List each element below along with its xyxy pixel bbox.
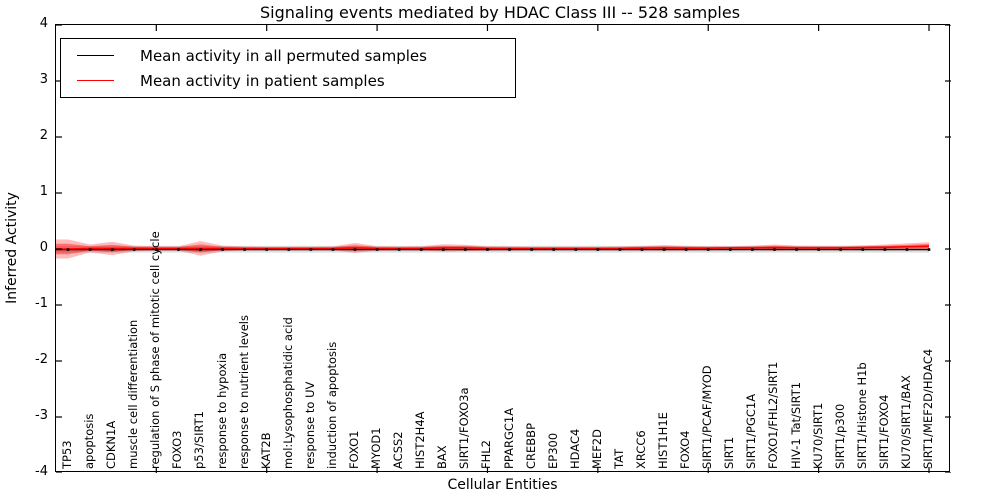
x-tick-label: SIRT1	[722, 436, 737, 469]
x-tick-label: SIRT1/p300	[832, 403, 847, 469]
x-tick-label: PPARGC1A	[501, 407, 516, 469]
x-tick-label: SIRT1/FOXO4	[876, 394, 891, 469]
y-tick-label: 4	[39, 16, 48, 31]
x-tick-label: SIRT1/MEF2D/HDAC4	[921, 348, 935, 469]
x-tick-label: FHL2	[479, 440, 494, 469]
x-tick-label: muscle cell differentiation	[126, 319, 141, 469]
x-tick-label: CDKN1A	[104, 420, 119, 469]
legend: Mean activity in all permuted samples Me…	[60, 38, 516, 98]
legend-item-patient: Mean activity in patient samples	[71, 68, 505, 93]
black-line-swatch	[77, 55, 114, 56]
x-tick-label: ACSS2	[391, 431, 406, 469]
x-tick-label: FOXO4	[678, 430, 693, 469]
y-tick-label: 3	[39, 72, 48, 87]
x-tick-label: KU70/SIRT1/BAX	[898, 375, 913, 469]
x-tick-label: FOXO1/FHL2/SIRT1	[766, 361, 781, 469]
x-tick-label: SIRT1/FOXO3a	[457, 387, 472, 469]
x-tick-label: FOXO3	[170, 430, 185, 469]
x-tick-label: EP300	[545, 432, 560, 469]
x-tick-label: XRCC6	[634, 430, 648, 469]
x-tick-label: HDAC4	[567, 428, 582, 469]
x-tick-label: apoptosis	[82, 413, 97, 469]
y-tick-label: 2	[39, 128, 48, 143]
x-tick-label: CREBBP	[523, 423, 538, 469]
x-tick-label: regulation of S phase of mitotic cell cy…	[148, 231, 163, 469]
x-tick-label: MYOD1	[369, 427, 384, 469]
plot-area	[55, 24, 951, 473]
legend-label: Mean activity in all permuted samples	[140, 46, 427, 65]
x-tick-label: response to UV	[302, 381, 317, 469]
x-tick-label: induction of apoptosis	[324, 341, 339, 469]
x-tick-label: BAX	[435, 445, 450, 469]
x-tick-label: SIRT1/PGC1A	[744, 393, 759, 469]
y-tick-label: -2	[35, 352, 48, 367]
legend-item-permuted: Mean activity in all permuted samples	[71, 43, 505, 68]
y-tick-label: -4	[35, 464, 48, 479]
legend-label: Mean activity in patient samples	[140, 71, 385, 90]
x-tick-label: HIV-1 Tat/SIRT1	[788, 381, 803, 469]
y-tick-label: -1	[35, 296, 48, 311]
y-tick-label: 1	[39, 184, 48, 199]
x-tick-label: response to hypoxia	[214, 352, 229, 469]
chart-title: Signaling events mediated by HDAC Class …	[259, 3, 741, 22]
x-tick-label: FOXO1	[347, 430, 361, 469]
x-tick-label: p53/SIRT1	[192, 411, 207, 469]
x-tick-label: TP53	[60, 440, 74, 469]
x-tick-label: KU70/SIRT1	[810, 402, 825, 469]
x-tick-label: HIST1H1E	[656, 412, 671, 469]
red-line-swatch	[77, 80, 114, 81]
x-tick-label: mol:Lysophosphatidic acid	[280, 317, 295, 469]
x-tick-label: SIRT1/Histone H1b	[854, 362, 869, 469]
y-tick-label: 0	[39, 240, 48, 255]
y-tick-label: -3	[35, 408, 48, 423]
x-tick-label: TAT	[611, 448, 626, 469]
x-tick-label: SIRT1/PCAF/MYOD	[700, 365, 715, 469]
x-tick-label: HIST2H4A	[413, 411, 428, 469]
x-axis-label: Cellular Entities	[447, 477, 558, 493]
x-tick-label: MEF2D	[589, 429, 604, 469]
x-tick-label: response to nutrient levels	[236, 315, 251, 469]
x-tick-label: KAT2B	[258, 432, 273, 469]
chart-canvas	[56, 25, 951, 473]
